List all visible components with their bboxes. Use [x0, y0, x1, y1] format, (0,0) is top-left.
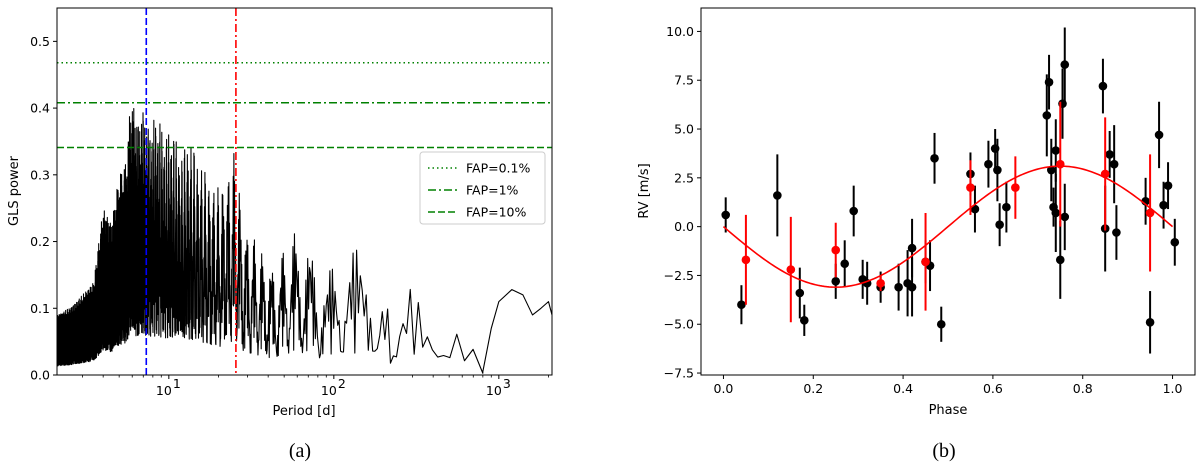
rv-point [1109, 159, 1119, 169]
xtick-label: 10 [486, 383, 502, 398]
binned-point [966, 183, 975, 192]
xtick-label: 0.0 [714, 381, 734, 396]
panel-b-frame [700, 7, 1196, 376]
binned-point [1145, 208, 1155, 218]
ytick-label: 5.0 [674, 122, 694, 137]
rv-point [1060, 212, 1070, 222]
rv-point [907, 243, 917, 253]
rv-point [984, 159, 993, 169]
xtick-exponent: 3 [503, 376, 511, 391]
rv-point [1051, 208, 1061, 218]
rv-point [907, 282, 917, 292]
panel-a-xlabel: Period [d] [272, 404, 335, 419]
rv-point [1145, 317, 1155, 327]
rv-point [1042, 111, 1052, 120]
binned-point [921, 257, 930, 267]
panel-a-legend: FAP=0.1% FAP=1% FAP=10% [419, 151, 546, 225]
ytick-label: 10.0 [666, 24, 694, 39]
xtick-label: 0.8 [1073, 381, 1093, 396]
panel-a-periodogram: 0.00.10.20.30.40.5 10 1 10 2 10 3 Period [d] … [7, 7, 553, 462]
legend-label-2: FAP=1% [466, 183, 519, 198]
rv-point [831, 276, 841, 286]
periodogram-line [57, 107, 552, 374]
binned-point [786, 265, 796, 274]
ytick-label: −2.5 [664, 268, 694, 283]
panel-b-rv-curve: −7.5 −5.0 −2.5 0.0 2.5 5.0 7.5 10.0 0.0 0.2 0.4 0.… [637, 7, 1196, 462]
rv-point [1112, 228, 1121, 237]
rv-point [737, 300, 746, 310]
rv-point [795, 288, 805, 298]
panel-a-frame [56, 7, 553, 376]
rv-point [1098, 81, 1108, 91]
xtick-label: 10 [156, 383, 172, 398]
rv-point [1055, 255, 1065, 265]
xtick-exponent: 2 [338, 376, 346, 391]
xtick-label: 0.6 [983, 381, 1003, 396]
panel-b-ylabel: RV [m/s] [637, 163, 652, 218]
rv-point [1163, 181, 1173, 190]
rv-point [849, 206, 858, 216]
rv-point [1170, 237, 1180, 247]
binned-point [1100, 169, 1110, 179]
rv-point [993, 165, 1002, 175]
rv-point [936, 319, 946, 329]
rv-point [1105, 150, 1114, 159]
legend-label-1: FAP=0.1% [466, 161, 530, 176]
binned-point [1011, 183, 1020, 192]
rv-point [1060, 60, 1070, 69]
binned-point [876, 278, 885, 288]
ytick-label: 2.5 [674, 170, 694, 185]
xtick-label: 0.2 [803, 381, 823, 396]
rv-point [1154, 130, 1164, 140]
xtick-label: 10 [321, 383, 337, 398]
legend-box [419, 151, 546, 225]
rv-point [894, 282, 903, 292]
ytick-label: −5.0 [664, 317, 694, 332]
binned-point [741, 255, 751, 265]
binned-point [831, 245, 841, 255]
rv-point [840, 259, 850, 269]
legend-label-3: FAP=10% [466, 205, 527, 220]
rv-point [930, 154, 939, 163]
panel-a-ylabel: GLS power [7, 155, 22, 226]
xtick-label: 0.4 [893, 381, 913, 396]
ytick-label: 0.0 [674, 219, 694, 234]
ytick-label: 0.3 [30, 167, 50, 182]
xtick-label: 1.0 [1163, 381, 1183, 396]
rv-point [1051, 146, 1061, 155]
rv-point [1044, 77, 1054, 87]
ytick-label: 7.5 [674, 73, 694, 88]
ytick-label: 0.4 [30, 101, 50, 116]
ytick-label: 0.5 [30, 34, 50, 49]
ytick-label: 0.2 [30, 234, 50, 249]
rv-point [1046, 165, 1056, 175]
rv-point [721, 210, 730, 220]
ytick-label: 0.0 [30, 368, 50, 383]
ytick-label: 0.1 [30, 301, 50, 316]
rv-point [799, 316, 809, 325]
ytick-label: −7.5 [664, 366, 694, 381]
rv-point [1159, 200, 1168, 210]
panel-b-caption: (b) [932, 440, 955, 462]
panel-a-caption: (a) [289, 440, 311, 462]
rv-point [995, 220, 1004, 229]
rv-point [1002, 202, 1011, 212]
rv-point [773, 191, 782, 200]
xtick-exponent: 1 [173, 376, 181, 391]
panel-b-xlabel: Phase [929, 403, 968, 418]
binned-point [1055, 159, 1065, 169]
rv-model-curve [722, 165, 1174, 288]
